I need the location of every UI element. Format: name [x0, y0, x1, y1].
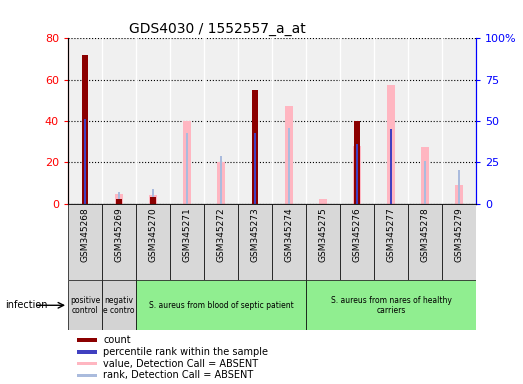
Bar: [442, 204, 476, 280]
Text: value, Detection Call = ABSENT: value, Detection Call = ABSENT: [104, 359, 258, 369]
Bar: [204, 204, 238, 280]
Bar: [220, 156, 222, 204]
Bar: [288, 127, 290, 204]
Text: GDS4030 / 1552557_a_at: GDS4030 / 1552557_a_at: [129, 22, 306, 36]
Bar: [306, 204, 340, 280]
Text: GSM345279: GSM345279: [454, 207, 463, 262]
Bar: [386, 84, 395, 204]
Bar: [136, 280, 306, 330]
Bar: [183, 121, 191, 204]
Bar: [136, 204, 170, 280]
Bar: [102, 204, 136, 280]
Bar: [390, 129, 392, 204]
Bar: [102, 280, 136, 330]
Bar: [454, 185, 463, 204]
Bar: [252, 90, 258, 204]
Bar: [77, 374, 97, 377]
Bar: [356, 144, 358, 204]
Bar: [238, 204, 272, 280]
Bar: [285, 106, 293, 204]
Bar: [116, 199, 122, 204]
Text: GSM345272: GSM345272: [217, 207, 225, 262]
Text: GSM345277: GSM345277: [386, 207, 395, 262]
Bar: [115, 194, 123, 204]
Bar: [340, 204, 374, 280]
Text: GSM345271: GSM345271: [183, 207, 191, 262]
Text: S. aureus from blood of septic patient: S. aureus from blood of septic patient: [149, 301, 293, 310]
Bar: [68, 280, 102, 330]
Bar: [170, 204, 204, 280]
Bar: [424, 161, 426, 204]
Text: negativ
e contro: negativ e contro: [103, 296, 135, 315]
Text: GSM345269: GSM345269: [115, 207, 123, 262]
Text: percentile rank within the sample: percentile rank within the sample: [104, 347, 268, 357]
Bar: [458, 170, 460, 204]
Bar: [152, 189, 154, 204]
Bar: [77, 350, 97, 354]
Text: GSM345273: GSM345273: [251, 207, 259, 262]
Bar: [254, 132, 256, 204]
Bar: [84, 119, 86, 204]
Bar: [272, 204, 306, 280]
Text: infection: infection: [5, 300, 48, 310]
Text: GSM345270: GSM345270: [149, 207, 157, 262]
Bar: [68, 204, 102, 280]
Bar: [149, 195, 157, 204]
Text: GSM345274: GSM345274: [285, 207, 293, 262]
Bar: [353, 146, 361, 204]
Bar: [186, 132, 188, 204]
Bar: [118, 192, 120, 204]
Text: S. aureus from nares of healthy
carriers: S. aureus from nares of healthy carriers: [331, 296, 451, 315]
Text: count: count: [104, 335, 131, 345]
Bar: [306, 280, 476, 330]
Text: GSM345276: GSM345276: [353, 207, 361, 262]
Bar: [319, 199, 327, 204]
Bar: [408, 204, 442, 280]
Bar: [354, 121, 360, 204]
Text: positive
control: positive control: [70, 296, 100, 315]
Bar: [77, 362, 97, 366]
Bar: [217, 162, 225, 204]
Bar: [77, 338, 97, 342]
Text: GSM345275: GSM345275: [319, 207, 327, 262]
Bar: [420, 147, 429, 204]
Text: GSM345278: GSM345278: [420, 207, 429, 262]
Bar: [150, 197, 156, 204]
Bar: [374, 204, 408, 280]
Text: rank, Detection Call = ABSENT: rank, Detection Call = ABSENT: [104, 371, 254, 381]
Text: GSM345268: GSM345268: [81, 207, 89, 262]
Bar: [82, 55, 88, 204]
